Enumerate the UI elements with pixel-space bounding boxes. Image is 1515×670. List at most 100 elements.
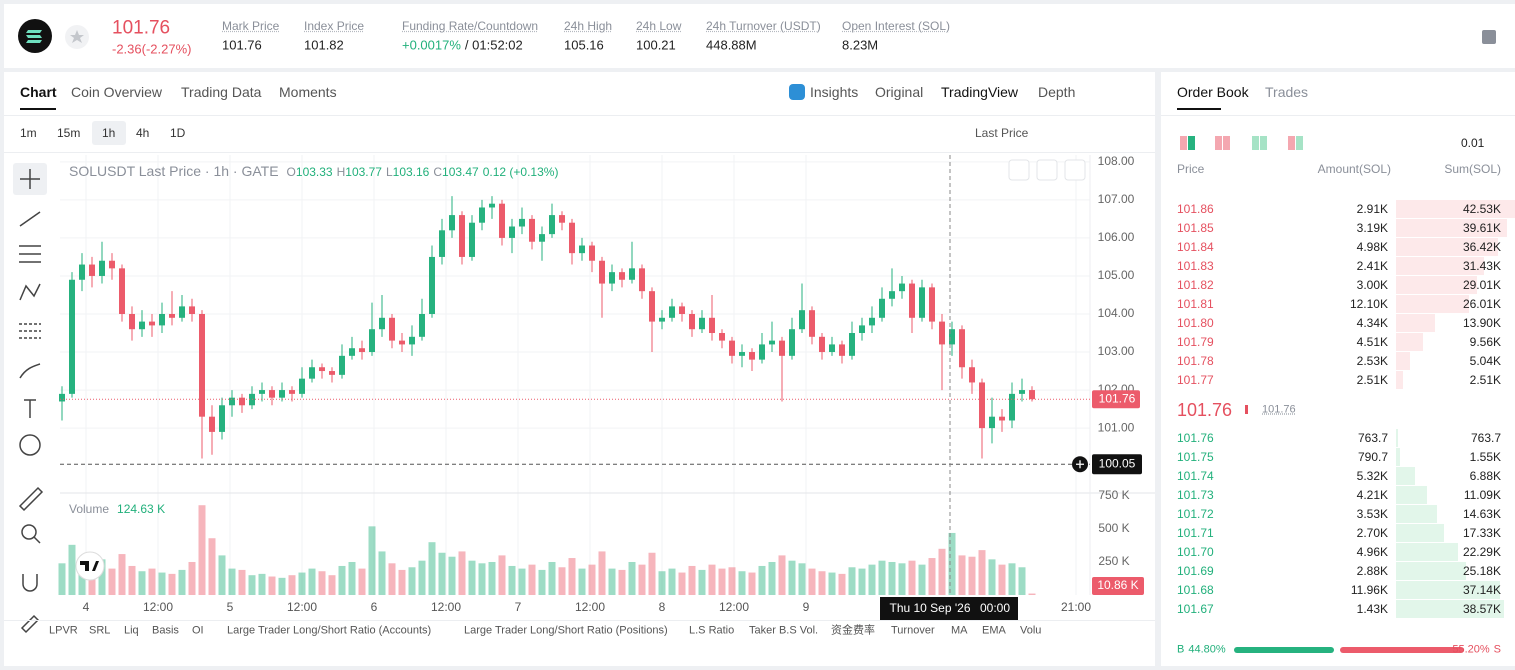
indicator[interactable]: Large Trader Long/Short Ratio (Accounts) bbox=[227, 624, 432, 637]
volume-bar bbox=[108, 568, 116, 595]
stat-label: 24h High bbox=[564, 19, 613, 33]
ob-price: 101.67 bbox=[1177, 602, 1214, 616]
volume-bar bbox=[398, 569, 406, 595]
volume-bar bbox=[608, 568, 616, 595]
ob-amount: 2.88K bbox=[1356, 564, 1388, 578]
ob-col: Sum(SOL) bbox=[1444, 162, 1501, 176]
candle-body bbox=[469, 222, 475, 257]
interval[interactable]: 1h bbox=[102, 126, 116, 140]
indicator[interactable]: Volu bbox=[1020, 625, 1042, 637]
candle-body bbox=[179, 306, 185, 318]
ob-tab[interactable]: Order Book bbox=[1177, 84, 1249, 100]
candle-body bbox=[89, 264, 95, 276]
ob-mark-price: 101.76 bbox=[1262, 403, 1296, 416]
last-price-tag bbox=[1092, 390, 1140, 409]
candle-body bbox=[939, 321, 945, 345]
ob-layout-button[interactable] bbox=[1260, 136, 1267, 150]
indicator[interactable]: 资金费率 bbox=[831, 624, 875, 637]
indicator[interactable]: Taker B.S Vol. bbox=[749, 624, 819, 637]
volume-bar bbox=[798, 563, 806, 595]
indicator[interactable]: EMA bbox=[982, 624, 1006, 637]
indicator[interactable]: OI bbox=[192, 624, 204, 637]
ob-amount: 790.7 bbox=[1357, 450, 1388, 464]
candle-body bbox=[569, 222, 575, 254]
ob-amount: 4.34K bbox=[1356, 316, 1388, 330]
candle-body bbox=[239, 397, 245, 406]
price-type[interactable]: Last Price bbox=[975, 126, 1029, 140]
volume-bar bbox=[858, 568, 866, 595]
indicator[interactable]: Basis bbox=[152, 624, 179, 637]
ob-layout-button[interactable] bbox=[1252, 136, 1259, 150]
candle-body bbox=[969, 367, 975, 383]
ob-amount: 2.51K bbox=[1356, 373, 1388, 387]
ob-sum: 39.61K bbox=[1462, 221, 1501, 235]
interval[interactable]: 15m bbox=[57, 126, 81, 140]
ob-price: 101.77 bbox=[1177, 373, 1214, 387]
y-tick-label: 104.00 bbox=[1098, 306, 1135, 320]
tab[interactable]: Moments bbox=[279, 84, 337, 100]
ob-sum: 763.7 bbox=[1470, 431, 1501, 445]
interval[interactable]: 1D bbox=[170, 126, 186, 140]
ob-layout-button[interactable] bbox=[1296, 136, 1303, 150]
indicator[interactable]: MA bbox=[951, 624, 968, 637]
ob-layout-button[interactable] bbox=[1188, 136, 1195, 150]
insights-icon[interactable] bbox=[789, 84, 805, 100]
volume-bar bbox=[478, 563, 486, 595]
sell-letter: S bbox=[1493, 643, 1501, 656]
candle-body bbox=[959, 329, 965, 368]
volume-bar bbox=[498, 555, 506, 595]
volume-bar bbox=[708, 564, 716, 595]
tradingview-logo bbox=[75, 551, 105, 581]
tab[interactable]: Coin Overview bbox=[71, 84, 163, 100]
ob-layout-button[interactable] bbox=[1180, 136, 1187, 150]
chart-button[interactable] bbox=[1008, 159, 1030, 181]
view-tab[interactable]: TradingView bbox=[941, 84, 1019, 100]
ob-layout-button[interactable] bbox=[1223, 136, 1230, 150]
candle-body bbox=[819, 336, 825, 353]
layout-button[interactable] bbox=[1478, 26, 1500, 48]
volume-bar bbox=[598, 551, 606, 595]
candle-body bbox=[579, 245, 585, 254]
buy-ratio: B 44.80% bbox=[1177, 644, 1226, 656]
volume-bar bbox=[1028, 593, 1036, 595]
volume-bar bbox=[688, 565, 696, 595]
chart-button[interactable] bbox=[1036, 159, 1058, 181]
depth-bar bbox=[1396, 524, 1445, 542]
candle-body bbox=[949, 329, 955, 345]
tab[interactable]: Chart bbox=[20, 84, 57, 100]
candle-body bbox=[429, 256, 435, 314]
ob-price: 101.72 bbox=[1177, 507, 1214, 521]
view-tab[interactable]: Depth bbox=[1038, 84, 1076, 100]
candle-body bbox=[529, 218, 535, 242]
volume-bar bbox=[338, 565, 346, 595]
candle-body bbox=[609, 272, 615, 284]
interval[interactable]: 4h bbox=[136, 126, 150, 140]
indicator[interactable]: Liq bbox=[124, 624, 139, 637]
candle-body bbox=[169, 313, 175, 318]
interval[interactable]: 1m bbox=[20, 126, 37, 140]
chart-button[interactable] bbox=[1064, 159, 1086, 181]
ob-sum: 42.53K bbox=[1462, 202, 1501, 216]
view-tab[interactable]: Insights bbox=[810, 84, 859, 100]
volume-bar bbox=[58, 563, 66, 595]
ob-layout-button[interactable] bbox=[1288, 136, 1295, 150]
indicator[interactable]: LPVR bbox=[49, 624, 78, 637]
ob-amount: 12.10K bbox=[1349, 297, 1388, 311]
volume-bar bbox=[408, 567, 416, 595]
favorite-button[interactable] bbox=[64, 24, 90, 50]
ob-mid-price: 101.76 bbox=[1177, 400, 1233, 420]
tab[interactable]: Trading Data bbox=[181, 84, 262, 100]
indicator[interactable]: Turnover bbox=[891, 624, 935, 637]
ob-precision[interactable]: 0.01 bbox=[1461, 136, 1485, 150]
indicator[interactable]: L.S Ratio bbox=[689, 624, 735, 637]
ob-sum: 9.56K bbox=[1469, 335, 1501, 349]
ob-tab[interactable]: Trades bbox=[1265, 84, 1309, 100]
indicator[interactable]: Large Trader Long/Short Ratio (Positions… bbox=[464, 624, 668, 637]
view-tab[interactable]: Original bbox=[875, 84, 924, 100]
header-card bbox=[4, 4, 1515, 68]
stat-value: 101.76 bbox=[222, 39, 262, 52]
volume-bar bbox=[418, 560, 426, 595]
indicator[interactable]: SRL bbox=[89, 624, 111, 637]
ob-layout-button[interactable] bbox=[1215, 136, 1222, 150]
volume-bar bbox=[278, 577, 286, 595]
